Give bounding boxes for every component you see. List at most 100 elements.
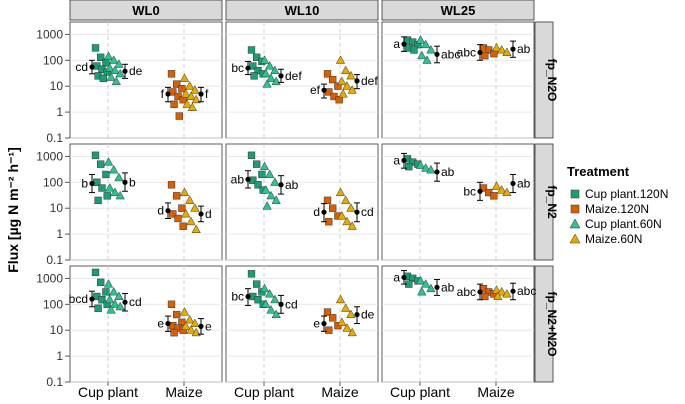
significance-letter: a — [393, 153, 400, 167]
data-point — [481, 292, 489, 301]
data-point — [187, 102, 197, 111]
data-point — [109, 286, 119, 296]
data-point — [110, 65, 120, 75]
panel-wl25-fp-n2-n2o: aab abc abc — [381, 265, 536, 383]
data-point — [410, 46, 418, 54]
mean-point — [198, 323, 204, 329]
data-point — [173, 192, 181, 200]
data-point — [190, 203, 200, 212]
y-tick-label: 1000 — [36, 149, 63, 163]
data-point — [114, 291, 124, 300]
data-point — [266, 73, 276, 82]
data-point — [186, 216, 196, 226]
data-point — [190, 318, 200, 328]
data-point — [175, 112, 183, 120]
significance-letter: bcd — [69, 292, 88, 306]
significance-letter: d — [313, 205, 320, 219]
data-point — [179, 73, 190, 82]
significance-letter: e — [205, 319, 212, 333]
mean-point — [321, 320, 327, 327]
facet-label-col-wl10: WL10 — [285, 3, 320, 18]
data-point — [270, 65, 280, 75]
data-point — [105, 63, 115, 72]
data-point — [346, 203, 356, 212]
y-tick-label: 1 — [56, 227, 63, 241]
mean-point — [434, 169, 440, 175]
mean-point — [510, 46, 516, 52]
panel-wl0-fp-n2o: cd de f f — [69, 21, 223, 139]
data-point — [114, 59, 124, 68]
data-point — [91, 151, 100, 159]
data-point — [97, 53, 105, 61]
data-point — [250, 72, 258, 80]
data-point — [191, 94, 201, 104]
significance-letter: d — [205, 207, 212, 221]
facet-strip-row-fp-n2-n2o — [534, 265, 554, 383]
data-point — [481, 52, 489, 60]
data-point — [170, 100, 178, 108]
significance-letter: ab — [441, 280, 455, 294]
significance-letter: d — [157, 204, 164, 218]
panel-border — [69, 21, 223, 139]
data-point — [342, 323, 352, 332]
data-point — [169, 210, 177, 218]
mean-point — [321, 87, 327, 93]
data-point — [98, 184, 106, 192]
x-tick-label: Cup plant — [390, 384, 450, 400]
significance-letter: cd — [75, 60, 88, 74]
data-point — [334, 82, 342, 90]
data-point — [341, 303, 351, 312]
mean-point — [122, 299, 128, 305]
data-point — [109, 164, 119, 174]
legend-label: Maize.120N — [585, 202, 649, 216]
data-point — [337, 210, 347, 220]
data-point — [490, 192, 498, 200]
panel-wl10-fp-n2: ab abd cd — [225, 143, 379, 261]
data-point — [102, 288, 110, 296]
mean-point — [510, 288, 516, 294]
mean-point — [89, 180, 95, 187]
facet-label-row-fp-n2: fp_N2 — [545, 185, 559, 219]
data-point — [174, 214, 182, 223]
data-point — [253, 53, 261, 61]
data-point — [94, 304, 102, 312]
significance-letter: cd — [361, 205, 374, 219]
data-point — [247, 46, 256, 54]
data-point — [323, 308, 332, 316]
data-point — [98, 296, 106, 304]
data-point — [265, 60, 275, 70]
data-point — [347, 85, 357, 94]
data-point — [415, 35, 426, 44]
data-point — [262, 201, 272, 210]
legend-label: Cup plant.120N — [585, 187, 668, 201]
mean-point — [434, 51, 440, 57]
data-point — [106, 304, 116, 314]
significance-letter: ab — [231, 172, 245, 186]
mean-point — [278, 73, 284, 79]
significance-letter: bc — [231, 61, 244, 75]
significance-letter: f — [205, 87, 209, 101]
data-point — [179, 222, 187, 230]
mean-point — [477, 49, 483, 56]
mean-point — [165, 320, 171, 327]
data-point — [342, 81, 352, 90]
mean-point — [245, 65, 251, 71]
data-point — [97, 278, 105, 287]
panel-border — [69, 143, 223, 261]
mean-point — [89, 64, 95, 70]
data-point — [502, 47, 512, 56]
data-point — [110, 187, 120, 197]
data-point — [502, 187, 512, 197]
x-tick-label: Cup plant — [234, 384, 294, 400]
data-point — [415, 275, 426, 285]
data-point — [259, 283, 270, 293]
data-point — [337, 76, 347, 86]
data-point — [422, 55, 432, 64]
data-point — [421, 163, 431, 172]
data-point — [259, 55, 270, 64]
data-point — [271, 195, 281, 204]
data-point — [485, 46, 493, 54]
data-point — [497, 286, 507, 296]
y-tick-label: 10 — [50, 79, 64, 93]
